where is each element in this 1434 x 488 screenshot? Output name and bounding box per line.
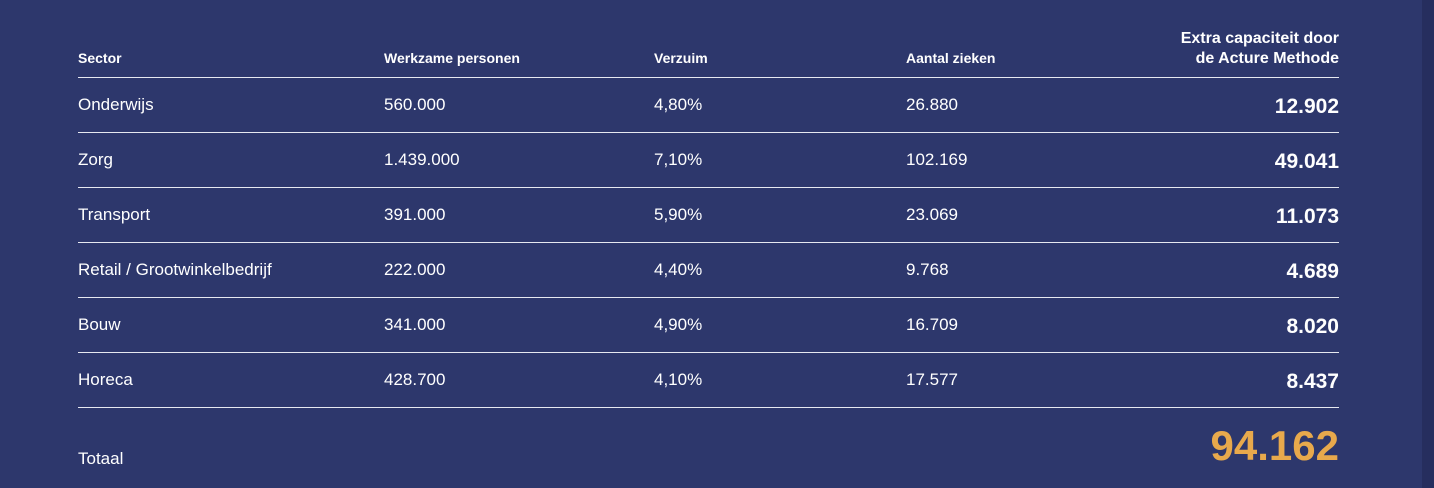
table-header: Sector Werkzame personen Verzuim Aantal …	[78, 0, 1339, 78]
header-verzuim: Verzuim	[654, 50, 708, 66]
header-extra-capaciteit: Extra capaciteit door de Acture Methode	[1079, 29, 1339, 69]
cell-zieken: 23.069	[906, 205, 958, 224]
cell-werkzame: 391.000	[384, 205, 446, 224]
cell-verzuim: 7,10%	[654, 150, 703, 169]
cell-werkzame: 341.000	[384, 315, 446, 334]
table-row: Bouw 341.000 4,90% 16.709 8.020	[78, 298, 1339, 353]
cell-zieken: 17.577	[906, 370, 958, 389]
table-row: Horeca 428.700 4,10% 17.577 8.437	[78, 353, 1339, 408]
cell-sector: Bouw	[78, 315, 121, 334]
table-row: Retail / Grootwinkelbedrijf 222.000 4,40…	[78, 243, 1339, 298]
cell-verzuim: 4,80%	[654, 95, 703, 114]
cell-verzuim: 4,90%	[654, 315, 703, 334]
cell-extra: 4.689	[1286, 260, 1339, 283]
cell-zieken: 16.709	[906, 315, 958, 334]
cell-werkzame: 560.000	[384, 95, 446, 114]
total-label: Totaal	[78, 449, 124, 468]
cell-werkzame: 1.439.000	[384, 150, 460, 169]
cell-sector: Transport	[78, 205, 151, 224]
cell-extra: 12.902	[1274, 95, 1339, 118]
cell-sector: Horeca	[78, 370, 133, 389]
cell-verzuim: 5,90%	[654, 205, 703, 224]
cell-verzuim: 4,40%	[654, 260, 703, 279]
cell-sector: Retail / Grootwinkelbedrijf	[78, 260, 272, 279]
sector-table: Sector Werkzame personen Verzuim Aantal …	[78, 0, 1339, 488]
header-aantal-zieken: Aantal zieken	[906, 50, 996, 66]
total-value: 94.162	[1210, 422, 1339, 469]
cell-werkzame: 428.700	[384, 370, 446, 389]
header-werkzame-personen: Werkzame personen	[384, 50, 520, 66]
cell-werkzame: 222.000	[384, 260, 446, 279]
cell-sector: Onderwijs	[78, 95, 154, 114]
cell-extra: 11.073	[1275, 205, 1339, 228]
total-row: Totaal 94.162	[78, 408, 1339, 488]
cell-zieken: 102.169	[906, 150, 968, 169]
cell-extra: 8.437	[1286, 370, 1339, 393]
header-sector: Sector	[78, 50, 122, 66]
cell-sector: Zorg	[78, 150, 113, 169]
header-extra-line1: Extra capaciteit door	[1180, 30, 1339, 47]
cell-zieken: 9.768	[906, 260, 949, 279]
cell-extra: 49.041	[1274, 150, 1339, 173]
cell-verzuim: 4,10%	[654, 370, 703, 389]
table-row: Transport 391.000 5,90% 23.069 11.073	[78, 188, 1339, 243]
right-edge-strip	[1422, 0, 1434, 488]
cell-extra: 8.020	[1286, 315, 1339, 338]
header-extra-line2: de Acture Methode	[1195, 50, 1339, 67]
table-row: Zorg 1.439.000 7,10% 102.169 49.041	[78, 133, 1339, 188]
cell-zieken: 26.880	[906, 95, 958, 114]
table-row: Onderwijs 560.000 4,80% 26.880 12.902	[78, 78, 1339, 133]
